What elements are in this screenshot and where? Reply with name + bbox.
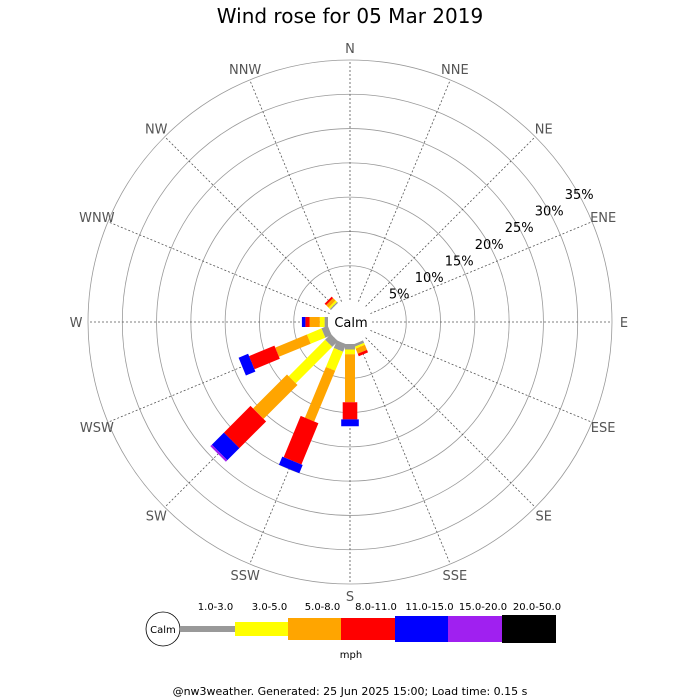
direction-label-wsw: WSW xyxy=(80,421,114,436)
bar-wsw-bin-5 xyxy=(238,353,256,376)
legend-calm-label: Calm xyxy=(150,625,176,636)
legend-swatch-2 xyxy=(235,622,288,636)
bar-ssw-bin-2 xyxy=(325,348,344,371)
bar-sw-bin-2 xyxy=(288,339,333,384)
spoke-ene xyxy=(370,221,593,314)
direction-label-ene: ENE xyxy=(590,211,616,226)
legend-label-2: 3.0-5.0 xyxy=(252,602,287,613)
bar-nw-bin-4 xyxy=(324,296,334,306)
bar-sw-bin-5 xyxy=(211,432,240,461)
spoke-sse xyxy=(358,342,451,565)
direction-label-ssw: SSW xyxy=(230,569,260,584)
bar-w-bin-5 xyxy=(301,317,306,327)
bar-ssw-bin-5 xyxy=(278,456,303,474)
grid-ring-3 xyxy=(224,196,476,448)
direction-label-nne: NNE xyxy=(441,63,469,78)
legend-swatch-3 xyxy=(288,618,341,640)
bar-sw-bin-1 xyxy=(325,334,338,347)
direction-label-ne: NE xyxy=(535,122,553,137)
spoke-nw xyxy=(164,136,335,307)
ring-label-15: 15% xyxy=(445,254,474,269)
polar-grid xyxy=(87,59,613,585)
legend-swatch-1 xyxy=(180,626,235,632)
legend-swatch-7 xyxy=(502,615,556,643)
grid-ring-7 xyxy=(87,59,613,585)
legend-label-3: 5.0-8.0 xyxy=(305,602,340,613)
direction-label-se: SE xyxy=(536,510,552,525)
bar-sse-bin-4 xyxy=(357,349,368,357)
spoke-wnw xyxy=(107,221,330,314)
bar-nw-bin-3 xyxy=(326,298,336,308)
speed-legend: Calm 1.0-3.0 3.0-5.0 5.0-8.0 8.0-11.0 11.0-15… xyxy=(145,602,561,661)
bar-s-bin-5 xyxy=(341,419,359,427)
direction-label-s: S xyxy=(346,590,354,605)
direction-label-nw: NW xyxy=(145,122,168,137)
direction-label-sw: SW xyxy=(146,510,167,525)
direction-label-wnw: WNW xyxy=(79,211,115,226)
calm-circle: Calm xyxy=(328,300,372,344)
bar-ssw-bin-3 xyxy=(304,367,336,422)
wind-bars xyxy=(210,296,368,474)
bar-s-bin-4 xyxy=(342,402,358,420)
direction-labels: N NNE NE ENE E ESE SE SSE S SSW SW WSW W WNW NW NNW xyxy=(70,42,629,605)
bar-w-bin-4 xyxy=(305,317,310,327)
bar-sse-bin-1 xyxy=(353,340,365,347)
bar-s-bin-3 xyxy=(345,354,355,403)
direction-label-sse: SSE xyxy=(442,569,467,584)
legend-label-7: 20.0-50.0 xyxy=(513,602,561,613)
chart-title: Wind rose for 05 Mar 2019 xyxy=(216,4,484,28)
calm-label: Calm xyxy=(334,316,367,331)
bar-sse-bin-2 xyxy=(354,342,365,349)
bar-ssw-bin-1 xyxy=(333,340,347,352)
direction-label-w: W xyxy=(70,316,83,331)
bar-w-bin-1 xyxy=(324,317,328,327)
bar-nw-bin-2 xyxy=(328,300,337,309)
spoke-nnw xyxy=(249,79,342,302)
spoke-se xyxy=(365,337,536,508)
ring-label-10: 10% xyxy=(415,271,444,286)
bar-ssw-bin-4 xyxy=(283,415,319,465)
ring-label-20: 20% xyxy=(475,238,504,253)
legend-swatch-4 xyxy=(341,618,395,640)
bar-sw-bin-4 xyxy=(223,405,267,449)
legend-label-6: 15.0-20.0 xyxy=(459,602,507,613)
bar-s-bin-2 xyxy=(345,349,355,355)
legend-label-4: 8.0-11.0 xyxy=(355,602,397,613)
legend-swatch-5 xyxy=(395,616,448,642)
legend-label-5: 11.0-15.0 xyxy=(405,602,453,613)
ring-label-5: 5% xyxy=(389,288,410,303)
ring-label-25: 25% xyxy=(505,221,534,236)
spoke-nne xyxy=(358,79,451,302)
bar-w-bin-3 xyxy=(309,317,320,327)
legend-unit: mph xyxy=(340,650,362,661)
spoke-ne xyxy=(365,136,536,307)
bar-wsw-bin-4 xyxy=(249,345,280,370)
grid-ring-5 xyxy=(156,128,544,516)
direction-label-n: N xyxy=(345,42,355,57)
bar-sse-bin-3 xyxy=(355,344,367,354)
bar-nw-bin-1 xyxy=(329,301,338,310)
direction-label-ese: ESE xyxy=(591,421,616,436)
ring-label-30: 30% xyxy=(535,205,564,220)
direction-label-nnw: NNW xyxy=(229,63,261,78)
ring-label-35: 35% xyxy=(565,188,594,203)
bar-sw-bin-3 xyxy=(253,374,298,419)
direction-label-e: E xyxy=(620,316,628,331)
bar-wsw-bin-3 xyxy=(275,334,311,357)
legend-label-1: 1.0-3.0 xyxy=(198,602,233,613)
spoke-ese xyxy=(370,330,593,423)
bar-wsw-bin-1 xyxy=(321,325,332,338)
ring-labels: 5% 10%15%20%25%30%35% xyxy=(389,188,594,303)
bar-wsw-bin-2 xyxy=(306,328,326,344)
footer-text: @nw3weather. Generated: 25 Jun 2025 15:0… xyxy=(172,685,528,698)
bar-s-bin-1 xyxy=(345,344,355,350)
legend-swatch-6 xyxy=(448,616,502,642)
bar-sw-bin-6 xyxy=(210,444,228,462)
bar-w-bin-2 xyxy=(319,317,325,327)
